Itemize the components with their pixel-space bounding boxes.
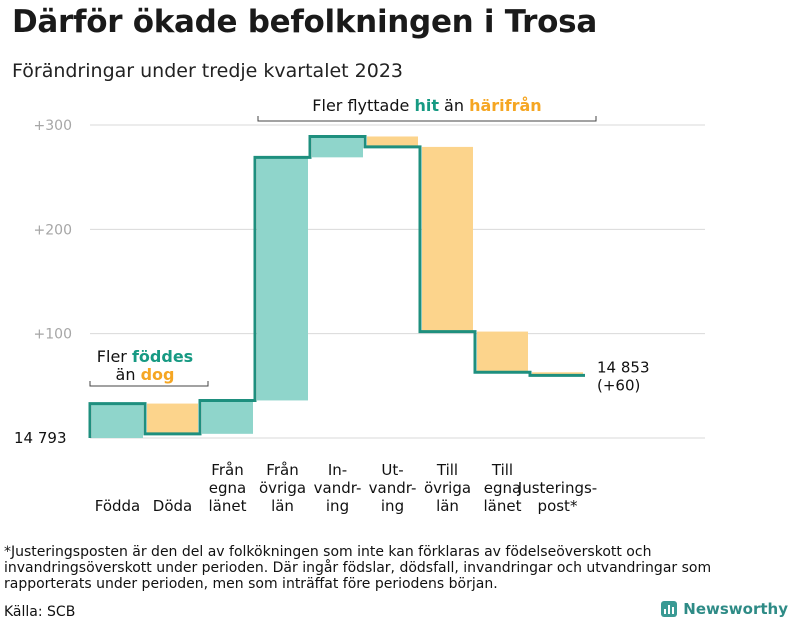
category-label: Döda (153, 497, 192, 515)
category-label: Till (436, 461, 458, 479)
waterfall-bar (367, 136, 418, 147)
start-value-label: 14 793 (14, 429, 67, 447)
waterfall-chart: +100 +200 +300 14 793 14 853(+60) Födda Döda Fr… (14, 96, 705, 515)
y-tick-label: +300 (34, 118, 72, 134)
migration-annotation: Fler flyttade hit än härifrån (312, 96, 541, 115)
newsworthy-logo-icon (661, 601, 678, 617)
footnote: *Justeringsposten är den del av folkökni… (4, 544, 712, 592)
category-label: län (436, 497, 459, 515)
waterfall-bar (257, 157, 308, 401)
category-label: ing (381, 497, 404, 515)
waterfall-bar (532, 372, 583, 376)
waterfall-bar (92, 403, 143, 438)
category-label: länet (484, 497, 522, 515)
y-tick-label: +200 (34, 222, 72, 238)
category-label: Till (491, 461, 513, 479)
category-label: vandr- (369, 479, 417, 497)
category-label: post* (538, 497, 578, 515)
running-total-line (88, 134, 585, 438)
waterfall-bar (202, 400, 253, 434)
migration-bracket (257, 116, 597, 122)
category-label: Från (266, 461, 298, 479)
waterfall-bar (422, 146, 473, 332)
waterfall-bar (477, 331, 528, 373)
category-label: övriga (424, 479, 471, 497)
category-label: ing (326, 497, 349, 515)
category-label: län (271, 497, 294, 515)
chart-title: Därför ökade befolkningen i Trosa (12, 4, 597, 40)
births-annotation-line2: än dog (116, 365, 175, 384)
chart-subtitle: Förändringar under tredje kvartalet 2023 (12, 60, 404, 82)
category-label: länet (209, 497, 247, 515)
brand-name: Newsworthy (683, 600, 788, 618)
source-text: Källa: SCB (4, 604, 76, 620)
category-label: egna (209, 479, 246, 497)
births-annotation: Fler föddes (97, 347, 193, 366)
births-bracket (89, 381, 209, 387)
y-tick-label: +100 (34, 327, 72, 343)
category-label: vandr- (314, 479, 362, 497)
waterfall-bar (147, 403, 198, 434)
category-label: Justerings- (517, 479, 597, 497)
waterfall-bar (312, 136, 363, 158)
category-label: Födda (95, 497, 141, 515)
end-change-label: (+60) (597, 376, 640, 394)
brand-logo: Newsworthy (661, 600, 788, 618)
category-label: Från (211, 461, 243, 479)
category-label: egna (484, 479, 521, 497)
category-label: övriga (259, 479, 306, 497)
category-label: Ut- (381, 461, 403, 479)
end-value-label: 14 853 (597, 358, 650, 376)
category-label: In- (328, 461, 347, 479)
